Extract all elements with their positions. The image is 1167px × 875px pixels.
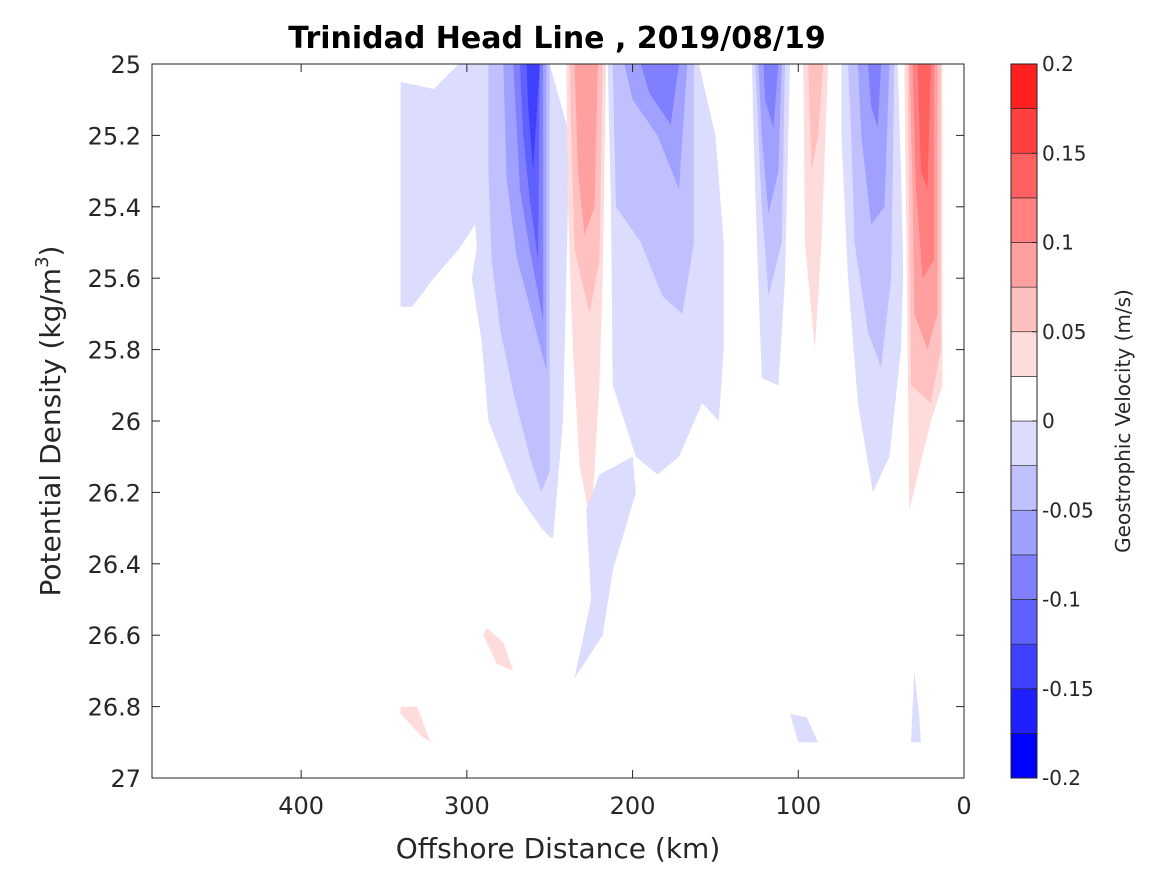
colorbar-band [1010,242,1038,288]
colorbar-band [1010,643,1038,690]
contour-region [867,64,882,129]
contour-region [808,64,824,172]
x-tick-label: 0 [956,792,971,820]
contour-region [911,670,921,743]
y-axis-title: Potential Density (kg/m3) [32,246,67,597]
x-axis: 400 300 200 100 0 [278,64,972,820]
contour-region [763,706,767,743]
colorbar-band [1010,331,1038,377]
y-tick-label: 25.4 [88,194,141,222]
colorbar-band [1010,63,1038,109]
contour-region [400,706,431,743]
contour-region [483,628,514,671]
colorbar-band [1010,733,1038,779]
colorbar-tick-label: 0.1 [1042,231,1074,255]
contour-region [758,64,782,214]
colorbar-band [1010,108,1038,154]
contour-region [640,64,679,125]
colorbar-tick-label: -0.05 [1042,498,1094,522]
y-tick-label: 25.6 [88,265,141,293]
contour-region [803,64,829,350]
contour-region [599,678,699,743]
y-tick-label: 26.6 [88,622,141,650]
colorbar-ticks: 0.2 0.15 0.1 0.05 0 -0.05 -0.1 -0.15 -0.2 [1032,52,1094,790]
colorbar-tick-label: 0 [1042,409,1055,433]
colorbar-band [1010,420,1038,466]
colorbar-tick-label: -0.2 [1042,766,1081,790]
y-tick-label: 26.2 [88,479,141,507]
colorbar-tick-label: 0.2 [1042,52,1074,76]
colorbar-band [1010,286,1038,333]
colorbar-band [1010,465,1038,511]
y-axis: 25 25.2 25.4 25.6 25.8 26 26.2 26.4 26.6 26.8 27 [88,51,964,793]
contour-region [400,574,550,743]
y-tick-label: 25 [110,51,141,79]
contour-layer [400,64,948,743]
contour-region [917,64,931,189]
colorbar-band [1010,688,1038,734]
colorbar-band [1010,197,1038,243]
colorbar-title: Geostrophic Velocity (m/s) [1111,289,1135,553]
colorbar-band [1010,509,1038,556]
colorbar-band [1010,554,1038,600]
colorbar-tick-label: 0.05 [1042,320,1087,344]
contour-region [732,64,736,143]
colorbar-tick-label: -0.1 [1042,588,1081,612]
x-tick-label: 300 [444,792,490,820]
colorbar-band [1010,599,1038,645]
colorbar-tick-label: 0.15 [1042,141,1087,165]
y-tick-label: 25.8 [88,337,141,365]
y-tick-label: 26.8 [88,694,141,722]
chart-title: Trinidad Head Line , 2019/08/19 [288,21,825,56]
colorbar-band [1010,152,1038,199]
y-tick-label: 26 [110,408,141,436]
colorbar-tick-label: -0.15 [1042,677,1094,701]
y-tick-label: 27 [110,765,141,793]
contour-region [763,64,779,129]
x-tick-label: 400 [278,792,324,820]
contour-region [790,713,819,743]
colorbar [1010,63,1038,779]
x-tick-label: 100 [775,792,821,820]
colorbar-band [1010,376,1038,422]
x-axis-title: Offshore Distance (km) [396,832,721,865]
contour-region [857,64,890,225]
contour-region [526,64,540,172]
y-tick-label: 25.2 [88,122,141,150]
x-tick-label: 200 [610,792,656,820]
y-tick-label: 26.4 [88,551,141,579]
contour-region [574,456,636,678]
contour-region [574,64,598,236]
